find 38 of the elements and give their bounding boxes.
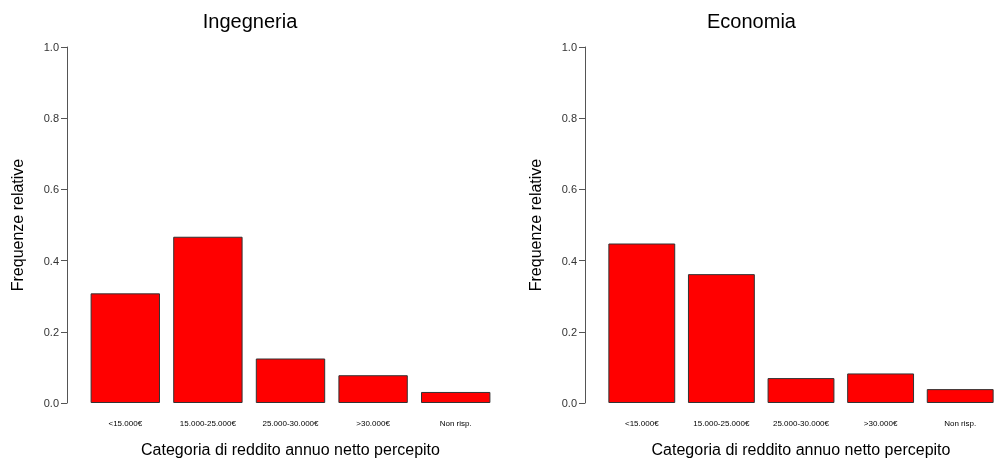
- y-tick-label: 0.2: [561, 325, 577, 338]
- x-axis-title: Categoria di reddito annuo netto percepito: [141, 440, 441, 458]
- x-tick-label: <15.000€: [108, 418, 143, 428]
- chart-title: Economia: [707, 10, 797, 32]
- bar: [173, 236, 243, 403]
- y-tick-label: 1.0: [43, 41, 59, 53]
- y-tick-label: 0.6: [43, 183, 59, 196]
- bar: [687, 274, 755, 403]
- bar: [608, 243, 676, 403]
- x-tick-label: 15.000-25.000€: [693, 418, 750, 428]
- bar: [767, 378, 835, 403]
- bar: [847, 373, 915, 403]
- x-tick-label: Non risp.: [944, 418, 977, 428]
- y-tick-label: 0.2: [43, 325, 59, 338]
- x-tick-label: 25.000-30.000€: [772, 418, 830, 428]
- x-tick-label: >30.000€: [863, 418, 898, 428]
- x-tick-label: 25.000-30.000€: [262, 418, 320, 428]
- x-tick-label: Non risp.: [439, 418, 472, 428]
- bar: [90, 293, 160, 403]
- x-tick-label: >30.000€: [356, 418, 391, 428]
- y-tick-label: 0.4: [561, 254, 577, 267]
- y-tick-label: 0.0: [43, 397, 59, 409]
- bar: [421, 391, 491, 403]
- bar: [926, 389, 994, 403]
- x-axis-title: Categoria di reddito annuo netto percepito: [651, 440, 951, 458]
- y-tick-label: 0.4: [43, 254, 59, 267]
- y-tick-label: 0.6: [561, 183, 577, 196]
- x-tick-label: 15.000-25.000€: [179, 418, 237, 428]
- y-axis-title: Frequenze relative: [8, 158, 26, 292]
- bar: [255, 358, 326, 403]
- y-tick-label: 0.8: [561, 112, 577, 125]
- chart-title: Ingegneria: [202, 10, 299, 32]
- y-tick-label: 1.0: [561, 41, 577, 53]
- y-tick-label: 0.8: [43, 112, 59, 125]
- bar: [338, 375, 408, 403]
- y-axis-title: Frequenze relative: [526, 158, 544, 292]
- y-tick-label: 0.0: [561, 397, 577, 409]
- x-tick-label: <15.000€: [625, 418, 660, 428]
